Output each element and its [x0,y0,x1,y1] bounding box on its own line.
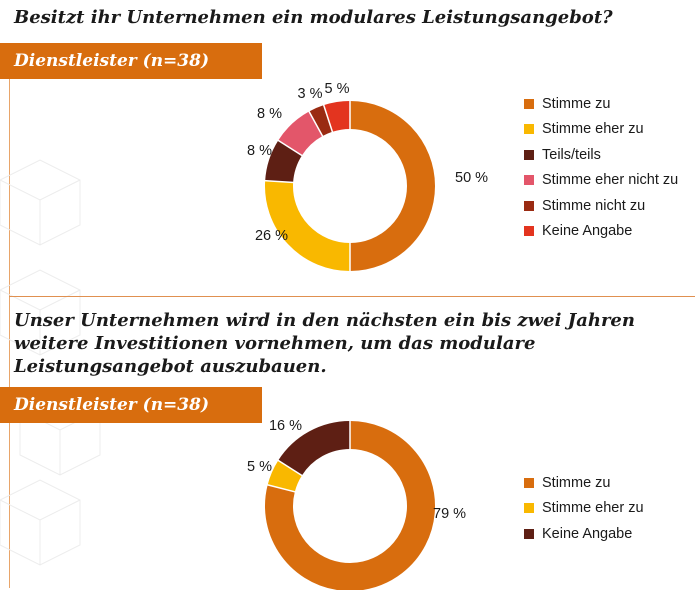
legend-swatch [524,200,534,211]
donut-2-data-label-3: 16 % [269,418,302,434]
legend-1-item-3: Teils/teils [524,142,678,168]
question-2-title: Unser Unternehmen wird in den nächsten e… [14,310,635,377]
legend-label: Teils/teils [542,146,601,163]
legend-1-item-6: Keine Angabe [524,219,678,245]
donut-1-segment-1 [349,101,435,271]
donut-1-data-label-3: 8 % [247,143,272,159]
donut-2-segment-3 [278,421,351,476]
legend-label: Keine Angabe [542,525,633,542]
donut-2-data-label-1: 79 % [433,506,466,522]
legend-label: Stimme eher nicht zu [542,172,679,189]
donut-1-segment-2 [265,180,351,271]
donut-2-segment-2 [267,460,303,493]
legend-2-item-3: Keine Angabe [524,521,644,547]
legend-label: Keine Angabe [542,223,633,240]
legend-swatch [524,226,534,237]
donut-1-data-label-1: 50 % [455,170,488,186]
legend-1-item-2: Stimme eher zu [524,117,678,143]
left-accent-rule [9,48,10,588]
legend-swatch [524,175,534,186]
legend-label: Stimme zu [542,474,611,491]
legend-swatch [524,477,534,488]
legend-1-item-5: Stimme nicht zu [524,193,678,219]
legend-swatch [524,528,534,539]
question-1-title: Besitzt ihr Unternehmen ein modulares Le… [14,7,613,28]
legend-label: Stimme nicht zu [542,197,646,214]
donut-1-data-label-5: 3 % [298,86,323,102]
section-divider [9,296,695,297]
legend-label: Stimme eher zu [542,121,644,138]
legend-1-item-1: Stimme zu [524,91,678,117]
legend-swatch [524,149,534,160]
legend-swatch [524,98,534,109]
legend-label: Stimme zu [542,95,611,112]
donut-chart-1: 50 % 26 % 8 % 8 % 3 % 5 % [247,81,488,272]
donut-2-data-label-2: 5 % [247,459,272,475]
legend-2-item-1: Stimme zu [524,470,644,496]
segment-banner-2: Dienstleister (n=38) [0,387,262,423]
legend-label: Stimme eher zu [542,500,644,517]
donut-1-segment-3 [265,140,303,183]
donut-1-data-label-4: 8 % [257,106,282,122]
legend-1-item-4: Stimme eher nicht zu [524,168,678,194]
donut-1-data-label-2: 26 % [255,228,288,244]
donut-1-segment-4 [278,111,324,156]
donut-1-data-label-6: 5 % [325,81,350,97]
legend-swatch [524,503,534,514]
donut-2-segment-1 [265,421,435,590]
legend-2-item-2: Stimme eher zu [524,496,644,522]
legend-swatch [524,124,534,135]
legend-1: Stimme zu Stimme eher zu Teils/teils Stimme… [524,91,678,244]
segment-banner-1: Dienstleister (n=38) [0,43,262,79]
legend-2: Stimme zu Stimme eher zu Keine Angabe [524,470,644,547]
